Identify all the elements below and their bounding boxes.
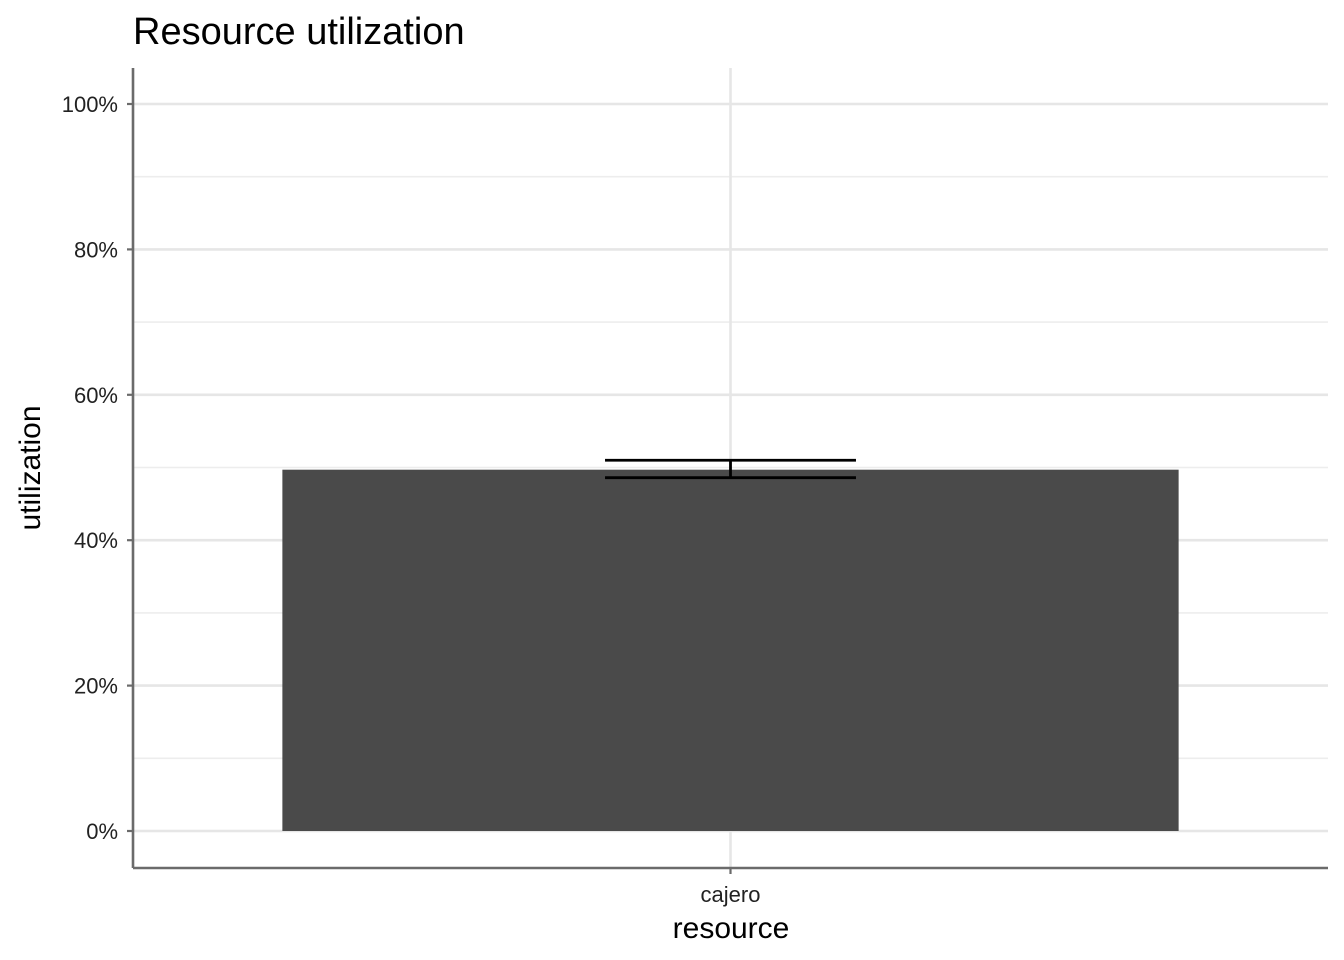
- tick-labels-layer: 0% 20% 40% 60% 80% 100% cajero: [62, 92, 761, 907]
- bar-cajero: [282, 469, 1179, 831]
- y-tick-label-5: 100%: [62, 92, 118, 117]
- y-tick-label-3: 60%: [74, 383, 118, 408]
- x-axis-title: resource: [673, 912, 790, 945]
- axes-layer: [127, 68, 1328, 874]
- y-tick-label-0: 0%: [86, 819, 118, 844]
- x-tick-label-cajero: cajero: [701, 882, 761, 907]
- y-tick-label-2: 40%: [74, 528, 118, 553]
- y-tick-label-1: 20%: [74, 674, 118, 699]
- chart-title: Resource utilization: [133, 11, 465, 53]
- y-tick-label-4: 80%: [74, 237, 118, 262]
- y-axis-title: utilization: [14, 405, 47, 530]
- error-bars-layer: [605, 458, 856, 480]
- bars-layer: [282, 469, 1179, 831]
